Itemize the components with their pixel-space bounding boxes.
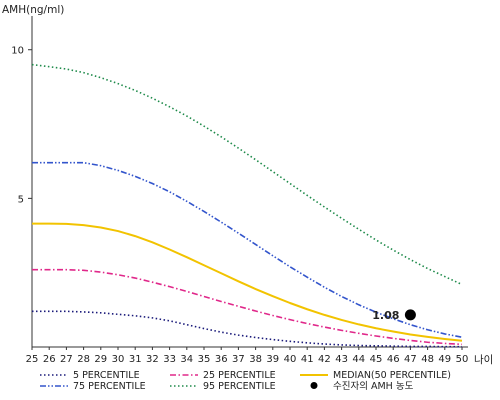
x-tick-label: 39: [266, 354, 279, 365]
x-tick-label: 40: [284, 354, 297, 365]
y-axis-title: AMH(ng/ml): [2, 4, 64, 16]
legend-label-0: 5 PERCENTILE: [73, 370, 140, 381]
x-tick-label: 33: [163, 354, 176, 365]
legend-label-5: 수진자의 AMH 농도: [333, 381, 414, 392]
x-tick-label: 41: [301, 354, 314, 365]
points-layer: 1.08: [372, 309, 416, 322]
x-tick-label: 45: [370, 354, 383, 365]
legend-label-2: MEDIAN(50 PERCENTILE): [333, 370, 451, 381]
data-point-0: [404, 309, 416, 321]
x-tick-label: 46: [387, 354, 400, 365]
x-tick-label: 32: [146, 354, 159, 365]
x-tick-label: 30: [112, 354, 125, 365]
legend: 5 PERCENTILE 25 PERCENTILE MEDIAN(50 PERCE…: [40, 370, 451, 392]
series-layer: [31, 63, 463, 348]
x-tick-label: 49: [438, 354, 451, 365]
y-tick-label: 5: [18, 194, 24, 205]
x-tick-label: 50: [456, 354, 469, 365]
x-tick-label: 38: [249, 354, 262, 365]
series-line-1: [32, 268, 463, 346]
x-tick-label: 47: [404, 354, 417, 365]
legend-label-3: 75 PERCENTILE: [73, 381, 146, 392]
series-line-3: [31, 63, 463, 286]
x-tick-label: 27: [60, 354, 73, 365]
legend-swatch-5: [310, 382, 318, 389]
x-tick-label: 26: [43, 354, 56, 365]
legend-label-4: 95 PERCENTILE: [203, 381, 276, 392]
x-tick-label: 48: [421, 354, 434, 365]
series-line-0: [32, 310, 462, 348]
x-tick-label: 36: [215, 354, 228, 365]
x-tick-label: 34: [180, 354, 193, 365]
x-tick-label: 29: [94, 354, 107, 365]
series-line-2: [32, 161, 463, 338]
x-tick-label: 25: [26, 354, 39, 365]
x-tick-label: 44: [352, 354, 365, 365]
x-axis-title: 나이: [474, 354, 493, 366]
x-tick-label: 42: [318, 354, 331, 365]
y-tick-label: 10: [11, 46, 24, 57]
x-tick-label: 37: [232, 354, 245, 365]
x-tick-label: 35: [198, 354, 211, 365]
x-tick-label: 31: [129, 354, 142, 365]
x-tick-label: 28: [77, 354, 90, 365]
series-line-4: [32, 222, 463, 342]
axes: 5 10 25 26 27 28 29 30 31 32 33 34 35 36 37 38 39 40 41 42 4…: [11, 16, 468, 365]
data-point-label-0: 1.08: [372, 309, 399, 322]
x-tick-label: 43: [335, 354, 348, 365]
legend-label-1: 25 PERCENTILE: [203, 370, 276, 381]
